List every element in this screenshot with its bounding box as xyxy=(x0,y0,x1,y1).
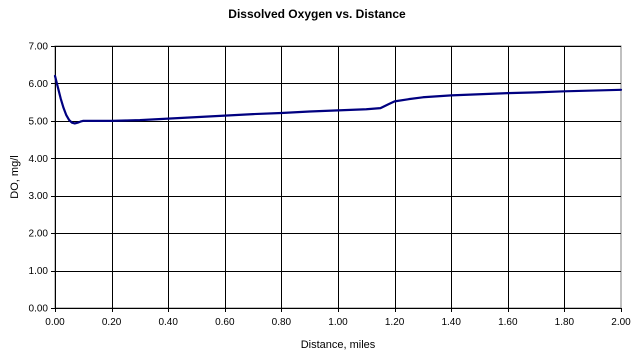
x-tick-label: 1.60 xyxy=(498,317,518,328)
y-axis-label: DO, mg/l xyxy=(9,155,21,198)
y-tick-label: 5.00 xyxy=(29,116,49,127)
y-tick-label: 3.00 xyxy=(29,191,49,202)
x-tick-label: 1.80 xyxy=(555,317,575,328)
x-tick-label: 0.60 xyxy=(215,317,235,328)
gridlines xyxy=(55,46,621,308)
y-tick-label: 0.00 xyxy=(29,304,49,315)
y-tick-label: 7.00 xyxy=(29,42,49,53)
x-tick-label: 1.20 xyxy=(385,317,405,328)
axes xyxy=(51,46,622,312)
series-layer xyxy=(53,74,623,125)
y-tick-label: 1.00 xyxy=(29,266,49,277)
y-tick-label: 4.00 xyxy=(29,154,49,165)
do-series-line xyxy=(53,74,623,125)
x-tick-label: 0.20 xyxy=(102,317,122,328)
x-axis-label: Distance, miles xyxy=(301,339,376,351)
x-tick-label: 0.40 xyxy=(158,317,178,328)
y-tick-label: 6.00 xyxy=(29,79,49,90)
y-tick-label: 2.00 xyxy=(29,229,49,240)
x-tick-label: 1.40 xyxy=(441,317,461,328)
x-tick-label: 2.00 xyxy=(611,317,631,328)
x-tick-label: 1.00 xyxy=(328,317,348,328)
tick-labels: 0.00 0.20 0.40 0.60 0.80 1.00 1.20 1.40 1.60 1.80… xyxy=(29,42,632,329)
x-tick-label: 0.00 xyxy=(45,317,65,328)
x-tick-label: 0.80 xyxy=(272,317,292,328)
chart-title: Dissolved Oxygen vs. Distance xyxy=(228,7,406,21)
